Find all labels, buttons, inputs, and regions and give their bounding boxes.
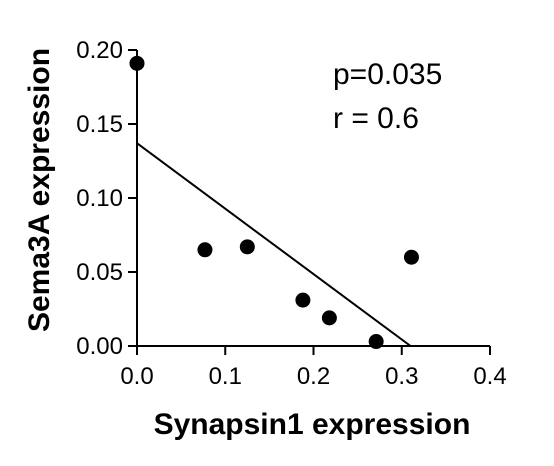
y-axis-ticks: 0.00 0.05 0.10 0.15 0.20 [76,37,137,360]
data-point-6 [368,334,384,350]
data-point-1 [129,55,145,71]
y-tick-label: 0.15 [76,111,123,138]
y-tick-label: 0.20 [76,37,123,64]
x-tick-label: 0.2 [297,363,330,390]
p-value-annotation: p=0.035 [333,58,442,91]
x-tick-label: 0.0 [120,363,153,390]
data-points [129,55,419,350]
data-point-7 [403,249,419,265]
x-tick-label: 0.3 [385,363,418,390]
x-tick-label: 0.1 [209,363,242,390]
data-point-4 [295,292,311,308]
y-tick-label: 0.00 [76,333,123,360]
y-axis-title: Sema3A expression [23,48,56,332]
y-tick-label: 0.10 [76,185,123,212]
regression-line [136,142,412,347]
data-point-5 [321,310,337,326]
y-tick-label: 0.05 [76,259,123,286]
data-point-3 [239,239,255,255]
x-axis-title: Synapsin1 expression [154,408,471,441]
x-tick-label: 0.4 [473,363,506,390]
x-axis-ticks: 0.0 0.1 0.2 0.3 0.4 [120,346,507,390]
r-value-annotation: r = 0.6 [333,102,419,135]
data-point-2 [197,242,213,258]
